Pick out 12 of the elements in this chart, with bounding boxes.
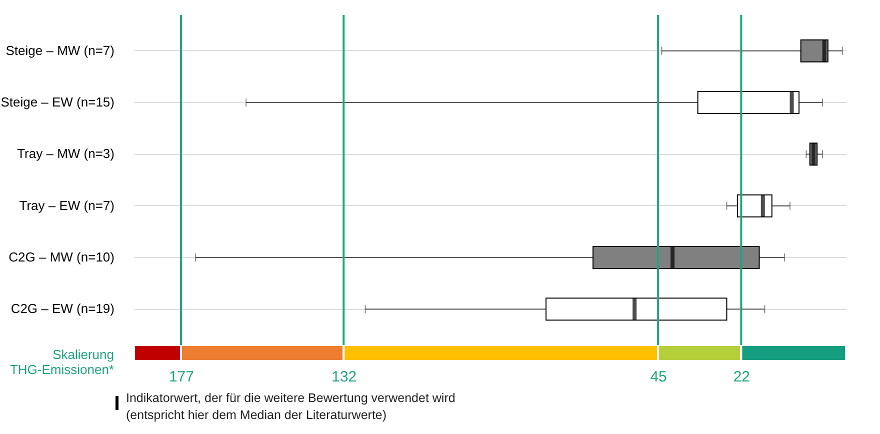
y-tick-label: C2G – MW (n=10) [8,250,114,264]
y-tick-label: C2G – EW (n=19) [10,301,114,316]
y-tick-label: Tray – MW (n=3) [17,146,114,162]
x-tick-label: 132 [332,368,357,386]
text: Indikatorwert, der für die weitere Bewertung verwendet wird (entspricht hier dem Median der Literaturwerte) [126,391,456,422]
x-tick-label: 22 [733,368,750,386]
y-tick-label: Tray – EW (n=7) [19,198,114,213]
x-tick-label: 45 [650,368,667,386]
x-axis-title: Skalierung THG-Emissionen* [10,347,114,377]
y-tick-label: Steige – MW (n=7) [6,42,114,58]
x-tick-label: 177 [168,368,194,386]
y-tick-label: Steige – EW (n=15) [0,94,114,110]
